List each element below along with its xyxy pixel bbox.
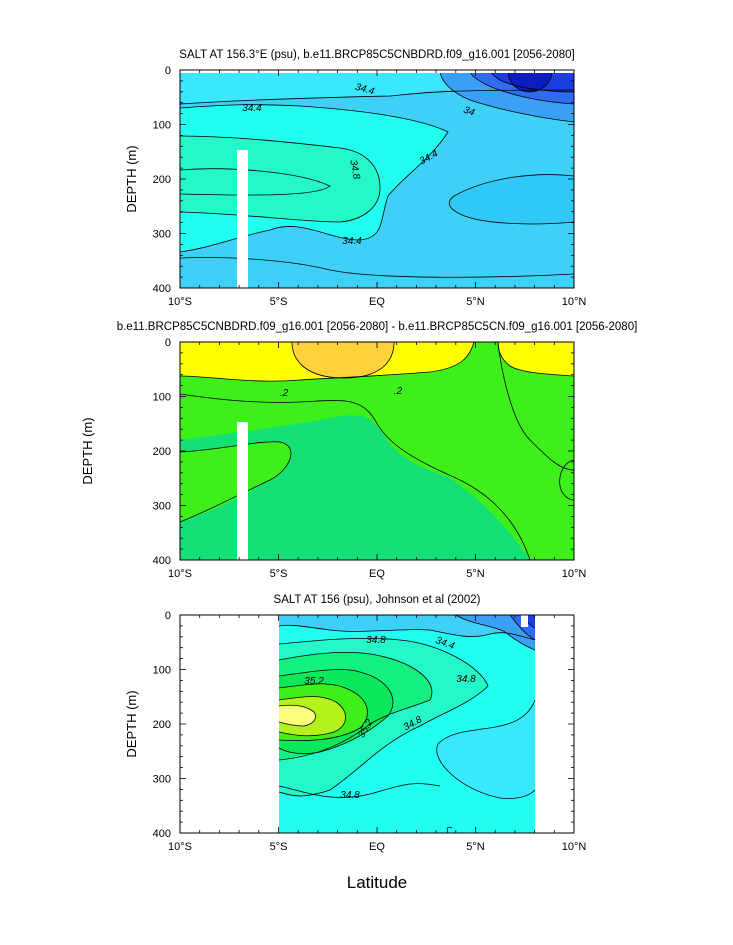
y-tick-label: 300 bbox=[153, 774, 171, 786]
panel-1-contour-label: 34.4 bbox=[242, 103, 262, 114]
x-tick-label: 5°N bbox=[466, 296, 485, 308]
panel-3-contour bbox=[455, 614, 536, 651]
y-tick-label: 200 bbox=[153, 174, 171, 186]
panel-1-contour bbox=[179, 104, 449, 253]
y-tick-label: 0 bbox=[165, 337, 171, 349]
panel-1-contour bbox=[448, 174, 575, 225]
y-tick-label: 100 bbox=[153, 665, 171, 677]
panel-1-axes: 10°S 5°S EQ 5°N 10°N 0 100 200 300 400 bbox=[153, 65, 587, 308]
y-tick-label: 300 bbox=[153, 229, 171, 241]
panel-2-missing-data-mask bbox=[237, 422, 248, 560]
panel-1-fill-salty-core bbox=[180, 136, 380, 222]
panel-1-contour bbox=[179, 89, 575, 105]
y-tick-label: 300 bbox=[153, 501, 171, 513]
panel-2-fill-cool bbox=[180, 415, 530, 560]
x-tick-label: 10°N bbox=[562, 841, 587, 853]
panel-2-contour-lines bbox=[179, 341, 575, 561]
panel-1-contour-label: 34.4 bbox=[354, 82, 376, 98]
x-tick-label: 10°S bbox=[168, 568, 192, 580]
panel-3-contour-lines bbox=[278, 614, 536, 834]
x-tick-label: EQ bbox=[369, 568, 385, 580]
x-tick-label: 10°N bbox=[562, 568, 587, 580]
y-tick-label: 200 bbox=[153, 446, 171, 458]
panel-3-fill-yellow-core bbox=[279, 705, 316, 726]
panel-2-axes: 10°S 5°S EQ 5°N 10°N 0 100 200 300 400 bbox=[153, 337, 587, 580]
x-tick-label: 10°S bbox=[168, 296, 192, 308]
panel-2-contour-label: .2 bbox=[394, 386, 403, 397]
y-tick-label: 0 bbox=[165, 610, 171, 622]
panel-2-contour bbox=[179, 393, 531, 561]
panel-3-title: SALT AT 156 (psu), Johnson et al (2002) bbox=[274, 594, 481, 606]
x-tick-label: 5°S bbox=[270, 296, 288, 308]
panel-1-contour bbox=[469, 69, 575, 105]
x-tick-label: EQ bbox=[369, 841, 385, 853]
panel-2-fill-gold bbox=[292, 342, 394, 378]
panel-1-contour bbox=[507, 69, 553, 93]
panel-2-title: b.e11.BRCP85C5CNBDRD.f09_g16.001 [2056-2… bbox=[117, 321, 638, 333]
panel-1-contour-lines bbox=[179, 69, 575, 278]
panel-1-contour bbox=[439, 69, 575, 123]
y-tick-label: 200 bbox=[153, 719, 171, 731]
panel-3-axes: 10°S 5°S EQ 5°N 10°N 0 100 200 300 400 bbox=[153, 610, 587, 853]
panel-3: SALT AT 156 (psu), Johnson et al (2002) bbox=[124, 594, 586, 853]
x-tick-label: 10°S bbox=[168, 841, 192, 853]
y-tick-label: 400 bbox=[153, 283, 171, 295]
panel-1-contour-label: 34.8 bbox=[347, 159, 361, 181]
panel-1-title: SALT AT 156.3°E (psu), b.e11.BRCP85C5CNB… bbox=[179, 49, 574, 61]
panel-3-y-axis-label: DEPTH (m) bbox=[124, 690, 139, 757]
x-tick-label: 5°S bbox=[270, 568, 288, 580]
panel-1-y-axis-label: DEPTH (m) bbox=[124, 145, 139, 212]
panel-3-contour bbox=[278, 669, 394, 755]
panel-3-contour bbox=[278, 637, 489, 797]
y-tick-label: 100 bbox=[153, 120, 171, 132]
y-tick-label: 0 bbox=[165, 65, 171, 77]
y-tick-label: 100 bbox=[153, 392, 171, 404]
panel-3-contour bbox=[278, 783, 441, 798]
panel-3-contour bbox=[278, 651, 433, 761]
panel-3-contour bbox=[509, 614, 536, 641]
panel-2-contour bbox=[291, 341, 395, 379]
panel-1-contour-label: 34 bbox=[462, 105, 477, 119]
panel-1-contour bbox=[179, 257, 575, 278]
panel-3-contour bbox=[278, 704, 316, 727]
x-tick-label: 5°N bbox=[466, 841, 485, 853]
panel-2-contour bbox=[179, 441, 292, 523]
panel-1-contour-label: 34.4 bbox=[342, 236, 362, 247]
x-axis-title: Latitude bbox=[347, 873, 408, 892]
panel-3-contour-label: 35.2 bbox=[304, 676, 324, 687]
x-tick-label: EQ bbox=[369, 296, 385, 308]
x-tick-label: 5°N bbox=[466, 568, 485, 580]
panel-2-contour-label: .2 bbox=[280, 388, 289, 399]
panel-3-contour bbox=[278, 696, 346, 737]
panel-3-fill-fresh-1 bbox=[456, 615, 535, 650]
panel-1-contour bbox=[179, 135, 381, 223]
panel-1: SALT AT 156.3°E (psu), b.e11.BRCP85C5CNB… bbox=[124, 49, 586, 308]
panel-2-fill-yellow-east bbox=[498, 342, 574, 376]
panel-2-contour-labels: .2 .2 bbox=[280, 386, 403, 399]
panel-1-missing-data-mask bbox=[237, 150, 248, 288]
panel-3-contour-label: 34.8 bbox=[366, 635, 386, 646]
panel-2-contour bbox=[559, 459, 575, 501]
x-tick-label: 5°S bbox=[270, 841, 288, 853]
panel-2-y-axis-label: DEPTH (m) bbox=[80, 417, 95, 484]
y-tick-label: 400 bbox=[153, 555, 171, 567]
panel-3-contour bbox=[278, 683, 368, 742]
panel-3-contour-label: 34.8 bbox=[340, 790, 360, 801]
panel-3-fill-fresh-deep-east bbox=[436, 700, 535, 799]
panel-3-contour-label: 34.8 bbox=[456, 674, 476, 685]
panel-1-fill-fresh-lens bbox=[449, 174, 574, 224]
panel-2-contour bbox=[497, 341, 575, 471]
panel-3-contour bbox=[278, 624, 536, 641]
panel-3-contour bbox=[446, 826, 453, 834]
panel-3-missing-data-mask bbox=[521, 615, 528, 627]
y-tick-label: 400 bbox=[153, 828, 171, 840]
panel-2: b.e11.BRCP85C5CNBDRD.f09_g16.001 [2056-2… bbox=[80, 321, 637, 580]
x-tick-label: 10°N bbox=[562, 296, 587, 308]
panel-3-contour bbox=[436, 699, 536, 799]
